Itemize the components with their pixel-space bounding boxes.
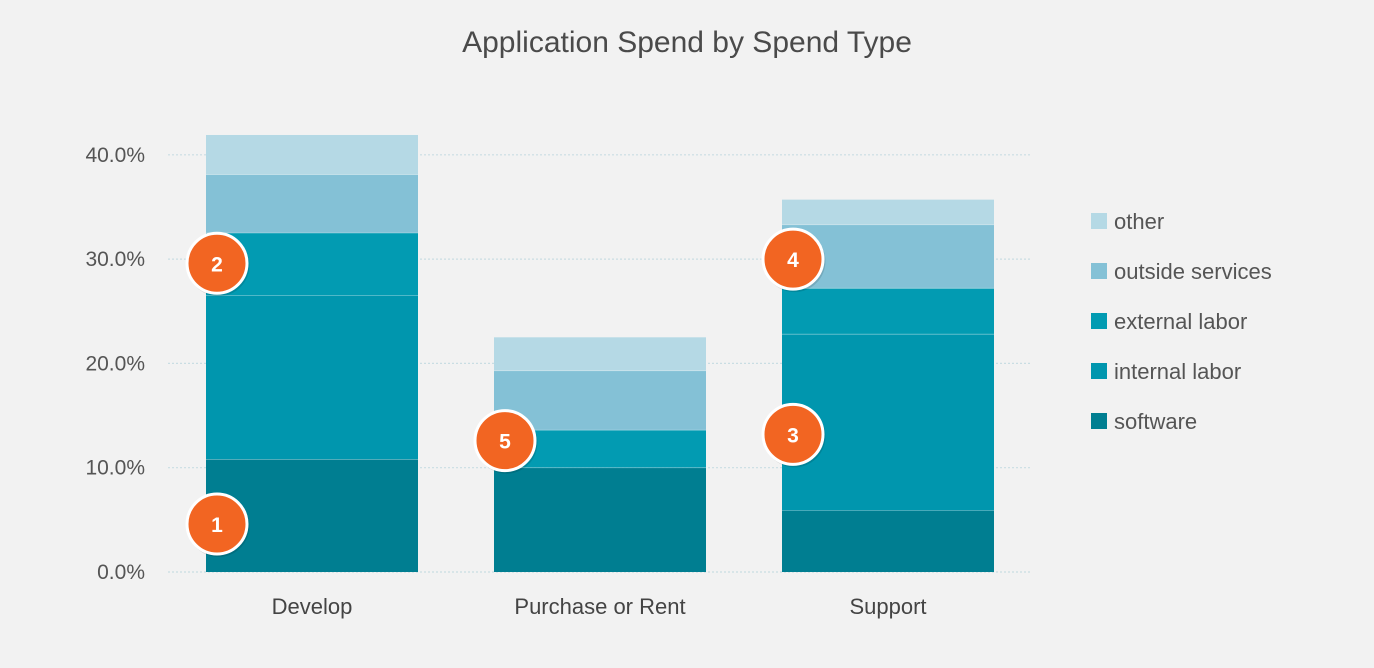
callout-marker: 3 (761, 402, 826, 468)
bar-segment-other (494, 337, 706, 371)
legend-entry: other (1091, 209, 1164, 234)
callout-circle (185, 231, 249, 295)
callout-label: 3 (787, 424, 799, 447)
y-tick-label: 30.0% (85, 248, 145, 271)
x-axis-categories: Develop Purchase or Rent Support (272, 594, 927, 619)
callout-label: 2 (211, 253, 223, 276)
bar-segment-software (782, 510, 994, 572)
legend-label: outside services (1114, 259, 1272, 284)
legend-swatch (1091, 263, 1107, 279)
legend-swatch (1091, 313, 1107, 329)
callout-circle (185, 492, 249, 556)
bar-segment-software (494, 467, 706, 572)
callout-label: 1 (211, 514, 223, 537)
bar-segment-outside-services (206, 174, 418, 234)
x-category-label: Support (849, 594, 926, 619)
x-category-label: Purchase or Rent (514, 594, 685, 619)
callout-circle (761, 402, 825, 466)
y-axis-ticks: 0.0% 10.0% 20.0% 30.0% 40.0% (85, 144, 145, 584)
bar-segment-external-labor (782, 288, 994, 335)
chart-title: Application Spend by Spend Type (462, 26, 912, 59)
callout-marker: 1 (185, 492, 250, 558)
legend-label: other (1114, 209, 1164, 234)
y-tick-label: 10.0% (85, 457, 145, 480)
bars (206, 134, 994, 572)
legend-swatch (1091, 413, 1107, 429)
legend-label: software (1114, 409, 1197, 434)
x-category-label: Develop (272, 594, 353, 619)
bar-segment-internal-labor (206, 295, 418, 460)
legend-swatch (1091, 213, 1107, 229)
callout-circle (761, 227, 825, 291)
bar-segment-other (206, 134, 418, 175)
y-tick-label: 20.0% (85, 352, 145, 375)
legend-label: internal labor (1114, 359, 1241, 384)
callouts: 1 2 5 4 3 (185, 227, 826, 558)
legend-entry: internal labor (1091, 359, 1241, 384)
bar-segment-outside-services (494, 370, 706, 431)
callout-marker: 4 (761, 227, 826, 293)
bar-segment-other (782, 199, 994, 225)
legend-swatch (1091, 363, 1107, 379)
callout-label: 5 (499, 431, 511, 454)
callout-marker: 2 (185, 231, 250, 297)
y-tick-label: 0.0% (97, 561, 145, 584)
legend-entry: software (1091, 409, 1197, 434)
callout-circle (473, 409, 537, 473)
y-tick-label: 40.0% (85, 144, 145, 167)
legend-entry: external labor (1091, 309, 1247, 334)
legend-label: external labor (1114, 309, 1247, 334)
legend-entry: outside services (1091, 259, 1272, 284)
legend: other outside services external labor inter… (1091, 209, 1272, 434)
callout-label: 4 (787, 249, 799, 272)
bar-stack (494, 337, 706, 572)
callout-marker: 5 (473, 409, 538, 474)
